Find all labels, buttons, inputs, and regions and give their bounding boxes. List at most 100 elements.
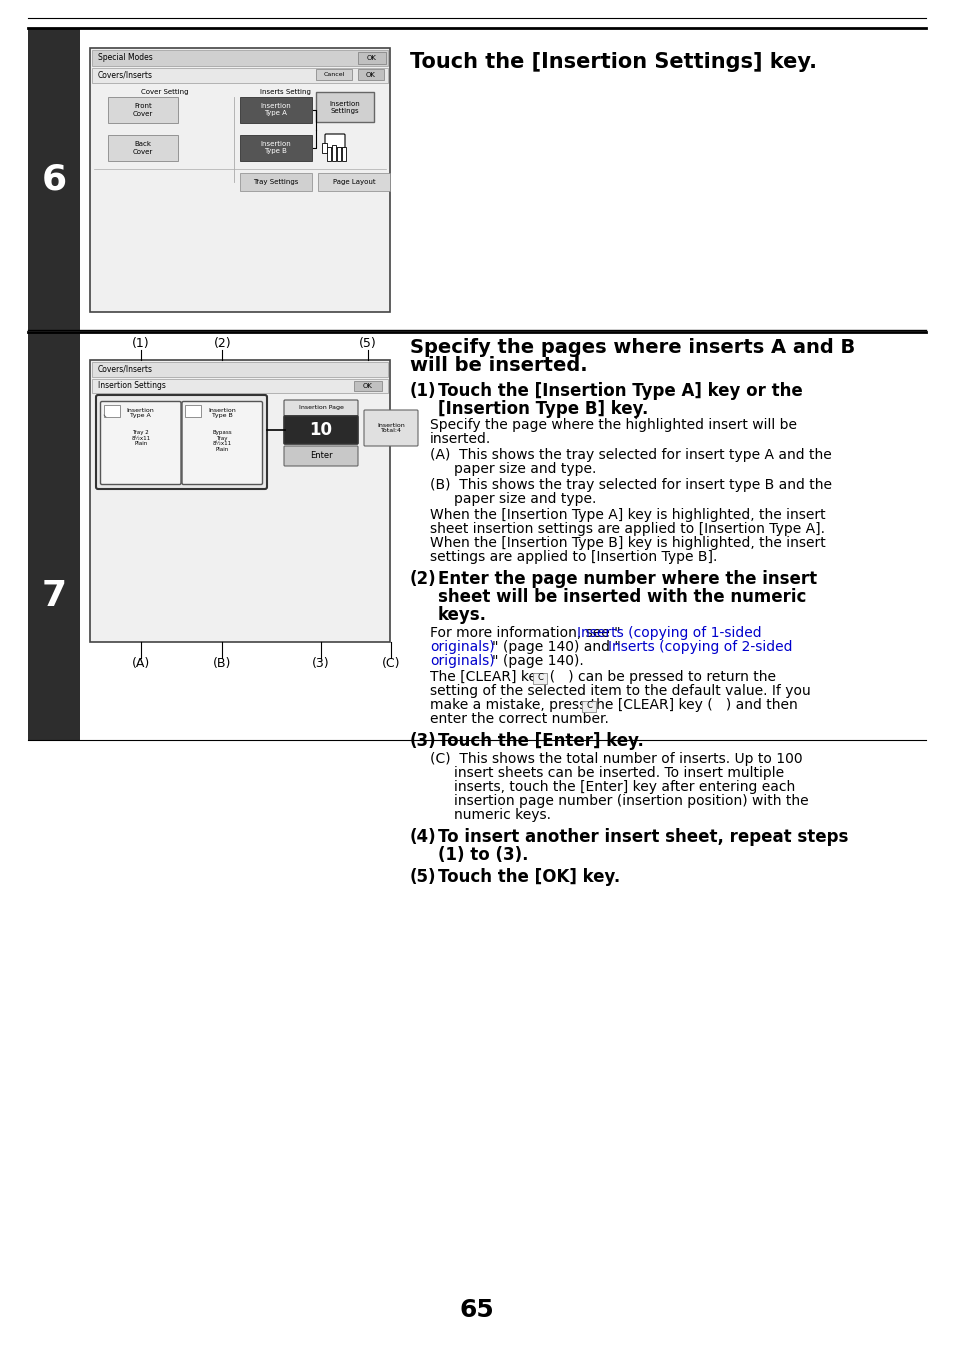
Text: Touch the [Enter] key.: Touch the [Enter] key. (437, 732, 643, 750)
Bar (90, 359, 390, 642)
Text: Bypass
Tray
8½x11
Plain: Bypass Tray 8½x11 Plain (213, 430, 232, 453)
Text: The [CLEAR] key (   ) can be pressed to return the: The [CLEAR] key ( ) can be pressed to re… (430, 670, 775, 684)
Text: Touch the [Insertion Settings] key.: Touch the [Insertion Settings] key. (410, 51, 816, 72)
Bar (315, 92, 374, 122)
Text: When the [Insertion Type B] key is highlighted, the insert: When the [Insertion Type B] key is highl… (430, 536, 825, 550)
Text: Insertion Settings: Insertion Settings (98, 381, 166, 390)
Text: 7: 7 (41, 580, 67, 613)
Text: Inserts (copying of 2-sided: Inserts (copying of 2-sided (607, 640, 792, 654)
Text: (A): (A) (132, 658, 150, 670)
Text: originals): originals) (430, 640, 494, 654)
Text: Inserts Setting: Inserts Setting (259, 89, 310, 95)
Text: Tray 2
8½x11
Plain: Tray 2 8½x11 Plain (132, 430, 151, 446)
FancyBboxPatch shape (100, 401, 181, 485)
Bar (317, 173, 390, 190)
Text: Specify the page where the highlighted insert will be: Specify the page where the highlighted i… (430, 417, 796, 432)
Text: Insertion
Settings: Insertion Settings (330, 100, 360, 113)
Bar (108, 135, 178, 161)
Text: numeric keys.: numeric keys. (454, 808, 551, 821)
Bar (581, 701, 596, 712)
Bar (91, 68, 388, 82)
Bar (240, 173, 312, 190)
FancyBboxPatch shape (284, 400, 357, 416)
Text: Front
Cover: Front Cover (132, 104, 153, 116)
Text: Cover Setting: Cover Setting (141, 89, 189, 95)
Text: (5): (5) (358, 338, 376, 350)
Text: (4): (4) (410, 828, 436, 846)
Text: Back
Cover: Back Cover (132, 142, 153, 154)
Text: (3): (3) (410, 732, 436, 750)
FancyBboxPatch shape (284, 416, 357, 444)
Text: (5): (5) (410, 867, 436, 886)
Text: sheet will be inserted with the numeric: sheet will be inserted with the numeric (437, 588, 805, 607)
Text: Enter the page number where the insert: Enter the page number where the insert (437, 570, 817, 588)
Text: " (page 140) and ": " (page 140) and " (492, 640, 620, 654)
Text: Covers/Inserts: Covers/Inserts (98, 365, 152, 374)
Text: inserted.: inserted. (430, 432, 491, 446)
Text: " (page 140).: " (page 140). (492, 654, 583, 667)
Text: originals): originals) (430, 654, 494, 667)
Bar (91, 50, 388, 66)
Text: Tray Settings: Tray Settings (253, 178, 298, 185)
Text: (B): (B) (213, 658, 232, 670)
Text: Insertion
Total:4: Insertion Total:4 (376, 423, 404, 434)
Bar (357, 51, 386, 63)
Text: For more information, see ": For more information, see " (430, 626, 620, 640)
Text: (2): (2) (410, 570, 436, 588)
Text: [Insertion Type B] key.: [Insertion Type B] key. (437, 400, 648, 417)
Bar (108, 97, 178, 123)
Bar (315, 69, 352, 80)
Text: C: C (537, 674, 542, 682)
Text: When the [Insertion Type A] key is highlighted, the insert: When the [Insertion Type A] key is highl… (430, 508, 824, 521)
Text: Insertion
Type B: Insertion Type B (208, 408, 236, 419)
Text: 65: 65 (459, 1298, 494, 1323)
Text: Insertion Page: Insertion Page (298, 405, 343, 411)
Text: (2): (2) (213, 338, 231, 350)
Text: (1) to (3).: (1) to (3). (437, 846, 528, 865)
Bar (104, 405, 120, 417)
Bar (533, 673, 546, 684)
Text: Touch the [Insertion Type A] key or the: Touch the [Insertion Type A] key or the (437, 382, 801, 400)
Text: (A)  This shows the tray selected for insert type A and the: (A) This shows the tray selected for ins… (430, 449, 831, 462)
Text: setting of the selected item to the default value. If you: setting of the selected item to the defa… (430, 684, 810, 698)
Bar (90, 49, 390, 312)
Text: 6: 6 (41, 162, 67, 196)
Text: Covers/Inserts: Covers/Inserts (98, 72, 152, 80)
Text: (C): (C) (381, 658, 400, 670)
Text: insert sheets can be inserted. To insert multiple: insert sheets can be inserted. To insert… (454, 766, 783, 780)
Text: (B)  This shows the tray selected for insert type B and the: (B) This shows the tray selected for ins… (430, 478, 831, 492)
Bar (341, 147, 346, 161)
Text: Insertion
Type B: Insertion Type B (260, 142, 291, 154)
Text: sheet insertion settings are applied to [Insertion Type A].: sheet insertion settings are applied to … (430, 521, 824, 536)
Text: Cancel: Cancel (323, 73, 344, 77)
Bar (322, 143, 327, 153)
Text: (C)  This shows the total number of inserts. Up to 100: (C) This shows the total number of inser… (430, 753, 801, 766)
Bar (185, 405, 201, 417)
Text: (1): (1) (410, 382, 436, 400)
Text: Page Layout: Page Layout (333, 178, 375, 185)
Bar (332, 145, 335, 161)
FancyBboxPatch shape (284, 446, 357, 466)
Text: To insert another insert sheet, repeat steps: To insert another insert sheet, repeat s… (437, 828, 847, 846)
FancyBboxPatch shape (96, 394, 267, 489)
Text: Insertion
Type A: Insertion Type A (260, 104, 291, 116)
Text: paper size and type.: paper size and type. (454, 462, 596, 476)
Bar (357, 69, 384, 80)
Text: OK: OK (363, 382, 373, 389)
Text: OK: OK (367, 55, 376, 61)
Bar (240, 97, 312, 123)
Bar (28, 28, 80, 330)
Text: insertion page number (insertion position) with the: insertion page number (insertion positio… (454, 794, 808, 808)
Bar (336, 147, 340, 161)
Bar (28, 332, 80, 740)
Bar (327, 147, 331, 161)
Text: Inserts (copying of 1-sided: Inserts (copying of 1-sided (577, 626, 760, 640)
Text: paper size and type.: paper size and type. (454, 492, 596, 507)
Text: make a mistake, press the [CLEAR] key (   ) and then: make a mistake, press the [CLEAR] key ( … (430, 698, 797, 712)
FancyBboxPatch shape (182, 401, 262, 485)
Text: OK: OK (366, 72, 375, 78)
Text: (3): (3) (312, 658, 330, 670)
Text: inserts, touch the [Enter] key after entering each: inserts, touch the [Enter] key after ent… (454, 780, 795, 794)
FancyBboxPatch shape (325, 134, 345, 149)
Text: enter the correct number.: enter the correct number. (430, 712, 608, 725)
